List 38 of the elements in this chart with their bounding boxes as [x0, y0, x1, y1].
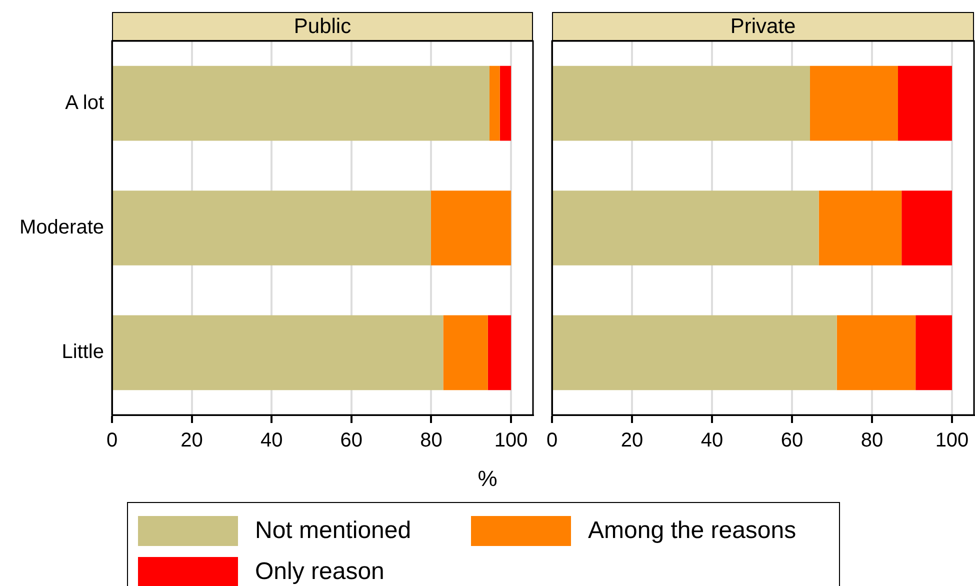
- bar: [113, 315, 444, 390]
- bar: [113, 66, 490, 141]
- x-tick-label: 60: [780, 430, 804, 452]
- x-axis-title: %: [476, 466, 498, 492]
- x-tick-label: 80: [860, 430, 884, 452]
- x-tick-label: 100: [935, 430, 969, 452]
- y-tick-label: A lot: [65, 92, 104, 114]
- y-tick-label: Little: [62, 341, 104, 364]
- x-tick-label: 40: [700, 430, 724, 452]
- bar: [553, 190, 819, 266]
- x-tick-label: 100: [494, 430, 528, 452]
- legend-label: Among the reasons: [588, 516, 796, 545]
- bar: [836, 315, 916, 390]
- x-tick-label: 80: [420, 430, 442, 452]
- x-tick-label: 20: [620, 430, 644, 452]
- x-tick-label: 20: [180, 430, 203, 452]
- bar: [443, 315, 488, 390]
- x-tick-label: 60: [340, 430, 363, 452]
- bar: [902, 190, 952, 266]
- bar: [553, 66, 810, 141]
- x-tick-label: 0: [106, 430, 118, 452]
- y-tick-label: Moderate: [20, 216, 104, 239]
- bar: [810, 66, 898, 141]
- x-tick-label: 40: [260, 430, 283, 452]
- bar: [553, 315, 837, 390]
- bar: [430, 190, 512, 266]
- bar: [916, 315, 952, 390]
- bar: [898, 66, 952, 141]
- bar: [490, 66, 500, 141]
- legend-label: Only reason: [255, 558, 384, 586]
- bar: [488, 315, 512, 390]
- bar: [818, 190, 902, 266]
- chart-title: Public: [112, 12, 533, 41]
- bar: [113, 190, 431, 266]
- legend-label: Not mentioned: [255, 516, 412, 545]
- chart-title: Private: [552, 12, 974, 41]
- x-tick-label: 0: [546, 430, 558, 452]
- bar: [500, 66, 512, 141]
